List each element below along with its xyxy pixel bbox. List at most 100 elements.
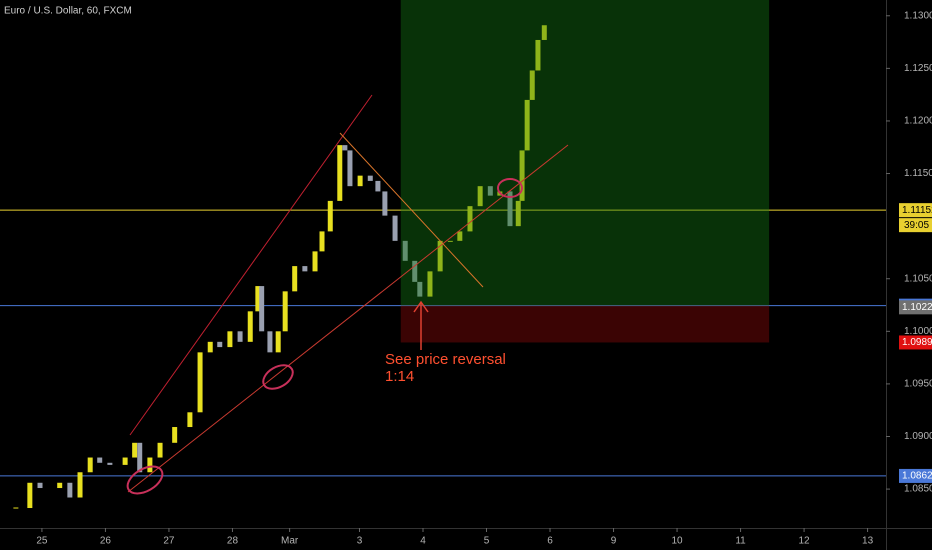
- candle: [519, 150, 525, 201]
- candle: [357, 175, 363, 187]
- x-tick-label: 4: [420, 536, 426, 547]
- candle: [157, 442, 163, 458]
- x-tick-label: 6: [547, 536, 553, 547]
- candle: [77, 472, 83, 498]
- candle: [237, 331, 243, 342]
- x-tick-label: 11: [735, 536, 746, 547]
- x-tick-label: 9: [611, 536, 617, 547]
- drawings: [126, 94, 569, 495]
- circle-mark: [262, 364, 294, 390]
- candle: [67, 482, 73, 498]
- candle: [477, 186, 483, 207]
- price-label: 1.10228: [902, 302, 932, 313]
- x-tick-label: 25: [36, 536, 48, 547]
- y-tick-label: 1.10000: [904, 326, 932, 337]
- candle: [122, 457, 128, 465]
- candle: [347, 150, 353, 187]
- candle: [97, 457, 103, 463]
- x-tick-label: 10: [671, 536, 683, 547]
- candle: [327, 200, 333, 232]
- price-label: 1.11152: [902, 205, 932, 216]
- candle: [541, 25, 547, 40]
- y-tick-label: 1.13000: [904, 10, 932, 21]
- x-tick-label: 26: [100, 536, 112, 547]
- channel-lower: [127, 144, 569, 493]
- candle: [27, 482, 33, 509]
- candle: [457, 231, 463, 241]
- y-tick-label: 1.12500: [904, 63, 932, 74]
- candle: [392, 215, 398, 241]
- candle: [412, 260, 418, 282]
- arrow-head: [413, 300, 429, 313]
- stop-zone: [400, 305, 770, 343]
- x-tick-label: 5: [484, 536, 490, 547]
- candle: [337, 145, 343, 201]
- price-label: 1.08625: [902, 471, 932, 482]
- x-tick-label: Mar: [281, 536, 299, 547]
- candle: [37, 482, 43, 489]
- candle: [137, 442, 143, 473]
- y-tick-label: 1.11500: [904, 168, 932, 179]
- y-tick-label: 1.10500: [904, 273, 932, 284]
- candle: [515, 200, 521, 227]
- x-tick-label: 12: [799, 536, 811, 547]
- candle: [267, 331, 273, 353]
- countdown: 39:05: [904, 220, 929, 231]
- x-tick-label: 28: [227, 536, 239, 547]
- y-tick-label: 1.09500: [904, 379, 932, 390]
- candle: [217, 341, 223, 348]
- price-label-box: [899, 468, 932, 483]
- y-tick-label: 1.09000: [904, 431, 932, 442]
- candle: [507, 191, 513, 227]
- annotation: See price reversal: [385, 351, 506, 368]
- y-tick-label: 1.12000: [904, 116, 932, 127]
- candle: [437, 240, 443, 272]
- candle: [319, 231, 325, 252]
- candle: [302, 266, 308, 272]
- candle: [367, 175, 373, 181]
- candle: [87, 457, 93, 473]
- annotation: 1:14: [385, 368, 414, 385]
- candle: [259, 286, 265, 332]
- candle: [467, 206, 473, 232]
- candle: [417, 281, 423, 297]
- price-label-box: [899, 335, 932, 350]
- candle: [132, 442, 138, 458]
- candle: [107, 462, 113, 465]
- candle: [524, 99, 530, 151]
- price-label-box: [899, 300, 932, 315]
- x-tick-label: 13: [862, 536, 874, 547]
- candle: [487, 186, 493, 196]
- candles: [13, 25, 547, 509]
- candle: [529, 70, 535, 100]
- circle-mark: [497, 178, 523, 198]
- candle: [207, 341, 213, 353]
- candle: [227, 331, 233, 348]
- candle: [255, 286, 261, 312]
- target-zone: [400, 0, 770, 306]
- candle: [57, 482, 63, 489]
- candle: [375, 180, 381, 192]
- candle: [427, 271, 433, 297]
- candle: [292, 266, 298, 292]
- chart-title: Euro / U.S. Dollar, 60, FXCM: [4, 6, 132, 17]
- down-trendline: [339, 132, 484, 288]
- candle: [247, 311, 253, 342]
- over-layer: [400, 0, 770, 343]
- candle: [447, 240, 453, 242]
- y-tick-label: 1.08500: [904, 484, 932, 495]
- candle: [172, 427, 178, 443]
- channel-upper: [129, 94, 373, 436]
- price-label-box: [899, 203, 932, 218]
- price-label: 1.09894: [902, 337, 932, 348]
- x-tick-label: 27: [163, 536, 175, 547]
- candle: [312, 251, 318, 272]
- candle: [535, 39, 541, 71]
- candle: [197, 352, 203, 413]
- candle: [382, 191, 388, 216]
- candle: [282, 291, 288, 332]
